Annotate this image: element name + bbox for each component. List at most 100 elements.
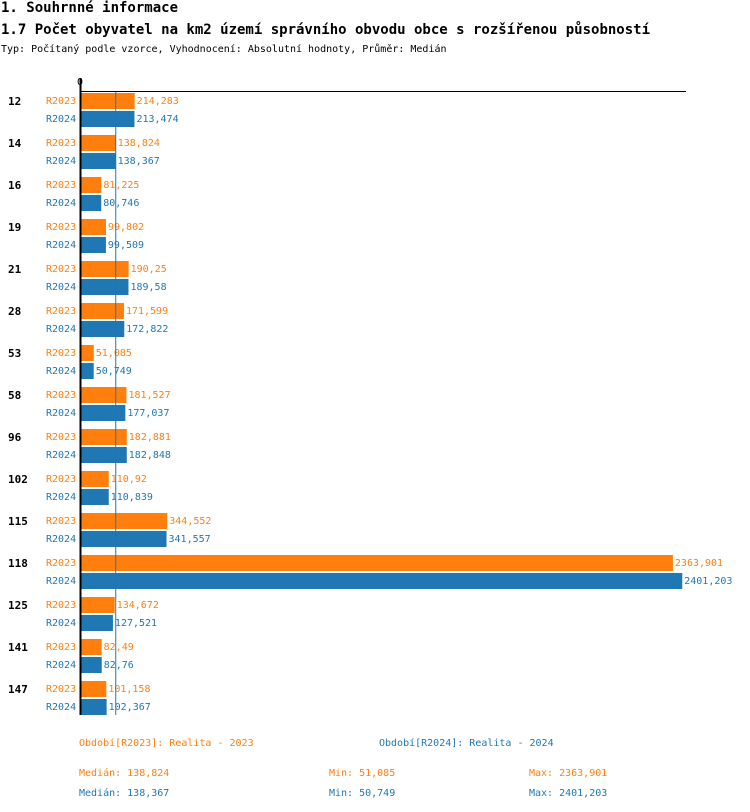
data-label-r2024-118: 2401,203 (684, 576, 732, 587)
series-label-r2023-21: R2023 (46, 264, 76, 275)
chart-title: 1.7 Počet obyvatel na km2 území správníh… (1, 22, 651, 38)
bar-r2024-102 (81, 489, 109, 505)
bar-r2024-28 (81, 321, 125, 337)
data-label-r2024-14: 138,367 (118, 156, 160, 167)
data-label-r2024-28: 172,822 (126, 324, 168, 335)
series-label-r2024-58: R2024 (46, 408, 76, 419)
bar-r2023-19 (81, 219, 106, 235)
series-label-r2024-125: R2024 (46, 618, 76, 629)
data-label-r2024-102: 110,839 (111, 492, 153, 503)
series-label-r2024-14: R2024 (46, 156, 76, 167)
category-label-12: 12 (8, 95, 21, 108)
bar-r2023-118 (81, 555, 673, 571)
bar-r2023-14 (81, 135, 116, 151)
bar-r2023-21 (81, 261, 129, 277)
series-label-r2023-125: R2023 (46, 600, 76, 611)
data-label-r2024-147: 102,367 (109, 702, 151, 713)
legend-r2024: Období[R2024]: Realita - 2024 (379, 738, 554, 749)
series-label-r2024-53: R2024 (46, 366, 76, 377)
series-label-r2023-58: R2023 (46, 390, 76, 401)
data-label-r2024-96: 182,848 (129, 450, 171, 461)
series-label-r2023-141: R2023 (46, 642, 76, 653)
data-label-r2024-16: 80,746 (103, 198, 139, 209)
category-label-102: 102 (8, 473, 28, 486)
data-label-r2024-115: 341,557 (169, 534, 211, 545)
series-label-r2024-115: R2024 (46, 534, 76, 545)
section-heading: 1. Souhrnné informace (1, 0, 179, 16)
data-label-r2024-141: 82,76 (104, 660, 134, 671)
data-label-r2023-96: 182,881 (129, 432, 171, 443)
data-label-r2023-118: 2363,901 (675, 558, 723, 569)
bar-r2023-28 (81, 303, 124, 319)
r2024-max: Max: 2401,203 (529, 788, 608, 799)
bar-r2023-115 (81, 513, 168, 529)
data-label-r2023-16: 81,225 (103, 180, 139, 191)
data-label-r2023-141: 82,49 (104, 642, 134, 653)
data-label-r2024-12: 213,474 (136, 114, 178, 125)
category-label-125: 125 (8, 599, 28, 612)
r2023-median: Medián: 138,824 (79, 768, 170, 779)
r2023-min: Min: 51,085 (329, 768, 396, 779)
bar-r2023-96 (81, 429, 127, 445)
series-label-r2024-96: R2024 (46, 450, 76, 461)
bar-r2023-147 (81, 681, 107, 697)
series-label-r2024-12: R2024 (46, 114, 76, 125)
legend-r2023: Období[R2023]: Realita - 2023 (79, 738, 254, 749)
bar-chart: 012R2023214,283R2024213,47414R2023138,82… (8, 77, 732, 715)
bar-r2024-12 (81, 111, 135, 127)
series-label-r2023-53: R2023 (46, 348, 76, 359)
category-label-14: 14 (8, 137, 22, 150)
series-label-r2024-28: R2024 (46, 324, 76, 335)
series-label-r2023-16: R2023 (46, 180, 76, 191)
chart-subtitle: Typ: Počítaný podle vzorce, Vyhodnocení:… (1, 44, 447, 55)
series-label-r2023-28: R2023 (46, 306, 76, 317)
bar-r2024-19 (81, 237, 106, 253)
bar-r2023-16 (81, 177, 102, 193)
category-label-28: 28 (8, 305, 21, 318)
series-label-r2023-14: R2023 (46, 138, 76, 149)
bar-r2024-96 (81, 447, 127, 463)
bar-r2024-14 (81, 153, 116, 169)
series-label-r2023-118: R2023 (46, 558, 76, 569)
category-label-118: 118 (8, 557, 28, 570)
data-label-r2023-12: 214,283 (137, 96, 179, 107)
series-label-r2024-21: R2024 (46, 282, 76, 293)
bar-r2024-147 (81, 699, 107, 715)
series-label-r2023-115: R2023 (46, 516, 76, 527)
r2024-min: Min: 50,749 (329, 788, 396, 799)
data-label-r2023-147: 101,158 (108, 684, 150, 695)
series-label-r2023-96: R2023 (46, 432, 76, 443)
bar-r2024-16 (81, 195, 102, 211)
data-label-r2024-19: 99,509 (108, 240, 144, 251)
category-label-141: 141 (8, 641, 28, 654)
series-label-r2024-118: R2024 (46, 576, 76, 587)
category-label-19: 19 (8, 221, 21, 234)
data-label-r2024-53: 50,749 (96, 366, 132, 377)
data-label-r2024-58: 177,037 (127, 408, 169, 419)
bar-r2023-102 (81, 471, 109, 487)
series-label-r2024-16: R2024 (46, 198, 76, 209)
data-label-r2023-58: 181,527 (128, 390, 170, 401)
series-label-r2023-147: R2023 (46, 684, 76, 695)
category-label-21: 21 (8, 263, 22, 276)
bar-r2024-141 (81, 657, 102, 673)
category-label-115: 115 (8, 515, 28, 528)
series-label-r2024-102: R2024 (46, 492, 76, 503)
series-label-r2024-19: R2024 (46, 240, 76, 251)
data-label-r2023-125: 134,672 (117, 600, 159, 611)
bar-r2023-53 (81, 345, 94, 361)
bar-r2023-125 (81, 597, 115, 613)
r2023-max: Max: 2363,901 (529, 768, 608, 779)
series-label-r2024-147: R2024 (46, 702, 76, 713)
series-label-r2023-12: R2023 (46, 96, 76, 107)
category-label-53: 53 (8, 347, 21, 360)
series-label-r2023-19: R2023 (46, 222, 76, 233)
data-label-r2023-14: 138,824 (118, 138, 160, 149)
bar-r2023-12 (81, 93, 135, 109)
bar-r2024-21 (81, 279, 129, 295)
category-label-147: 147 (8, 683, 28, 696)
series-label-r2023-102: R2023 (46, 474, 76, 485)
bar-r2023-141 (81, 639, 102, 655)
data-label-r2023-28: 171,599 (126, 306, 168, 317)
data-label-r2023-102: 110,92 (111, 474, 147, 485)
